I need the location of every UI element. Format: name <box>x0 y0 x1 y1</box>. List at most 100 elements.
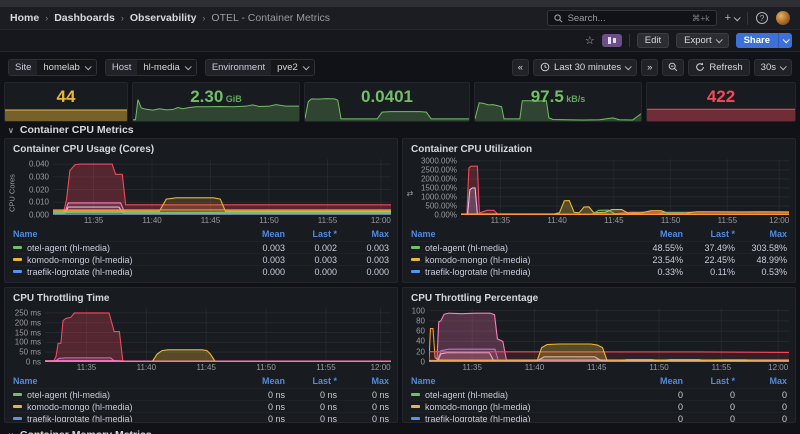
legend-value: 0.000 <box>233 267 285 277</box>
help-icon[interactable]: ? <box>756 12 768 24</box>
legend-series-name[interactable]: komodo-mongo (hl-media) <box>411 402 631 412</box>
legend-header[interactable]: Mean <box>631 376 683 386</box>
search-input[interactable]: Search... ⌘+k <box>547 10 717 26</box>
time-shift-forward-button[interactable]: » <box>641 59 658 76</box>
legend-header-name[interactable]: Name <box>411 229 631 239</box>
section-container-memory-metrics[interactable]: ∨ Container Memory Metrics <box>0 427 800 434</box>
filter-environment[interactable]: Environmentpve2 <box>205 59 315 76</box>
legend-value: 37.49% <box>683 243 735 253</box>
legend-series-name[interactable]: traefik-logrotate (hl-media) <box>411 267 631 277</box>
legend-series-name[interactable]: komodo-mongo (hl-media) <box>13 255 233 265</box>
panel-container-cpu-utilization: Container CPU Utilization⇄0.00%500.00%10… <box>402 138 796 283</box>
x-axis-ticks: 11:3511:4011:4511:5011:5512:00 <box>45 362 391 374</box>
stat-value: 44 <box>5 87 127 107</box>
breadcrumb-item[interactable]: Home <box>10 12 39 24</box>
panel-title[interactable]: Container CPU Usage (Cores) <box>5 139 397 159</box>
legend-header-name[interactable]: Name <box>411 376 631 386</box>
panel-container-cpu-usage: Container CPU Usage (Cores)CPU Cores 0.00… <box>4 138 398 283</box>
stat-panel[interactable]: 2.30 GiB <box>132 82 300 122</box>
legend-value: 0.003 <box>337 243 389 253</box>
legend-series-name[interactable]: traefik-logrotate (hl-media) <box>13 267 233 277</box>
stat-panel[interactable]: 44 <box>4 82 128 122</box>
legend-header[interactable]: Last * <box>285 376 337 386</box>
legend-series-name[interactable]: traefik-logrotate (hl-media) <box>411 414 631 423</box>
legend-header[interactable]: Max <box>337 376 389 386</box>
legend-value: 0.002 <box>285 243 337 253</box>
panel-title[interactable]: Container CPU Utilization <box>403 139 795 159</box>
series-color-swatch <box>13 246 22 249</box>
export-button[interactable]: Export <box>676 33 728 48</box>
stat-panel[interactable]: 422 <box>646 82 796 122</box>
legend-header[interactable]: Last * <box>285 229 337 239</box>
refresh-interval-picker[interactable]: 30s <box>754 59 792 76</box>
filter-value[interactable]: hl-media <box>137 60 195 75</box>
y-axis-label-icon[interactable]: ⇄ <box>405 159 415 227</box>
legend-value: 0 ns <box>337 390 389 400</box>
legend-series-name[interactable]: otel-agent (hl-media) <box>411 390 631 400</box>
stat-panel[interactable]: 0.0401 <box>304 82 470 122</box>
legend-series-name[interactable]: otel-agent (hl-media) <box>411 243 631 253</box>
legend-header-name[interactable]: Name <box>13 376 233 386</box>
filter-label: Site <box>9 60 37 75</box>
filter-site[interactable]: Sitehomelab <box>8 59 97 76</box>
series-color-swatch <box>13 405 22 408</box>
legend-header[interactable]: Mean <box>233 376 285 386</box>
legend-header[interactable]: Mean <box>631 229 683 239</box>
share-dropdown-button[interactable] <box>778 33 792 48</box>
legend-header[interactable]: Max <box>735 229 787 239</box>
breadcrumb-item[interactable]: Dashboards <box>54 12 115 24</box>
series-color-swatch <box>411 246 420 249</box>
legend-value: 0 ns <box>233 390 285 400</box>
legend-table: NameMeanLast *Maxotel-agent (hl-media)0 … <box>5 374 397 422</box>
time-range-picker[interactable]: Last 30 minutes <box>533 59 637 76</box>
zoom-out-icon <box>668 62 678 72</box>
breadcrumb-item[interactable]: Observability <box>130 12 197 24</box>
legend-header-name[interactable]: Name <box>13 229 233 239</box>
user-avatar[interactable] <box>776 11 790 25</box>
breadcrumb-item[interactable]: OTEL - Container Metrics <box>211 12 330 24</box>
time-series-plot[interactable] <box>45 308 391 362</box>
stat-panel[interactable]: 97.5 kB/s <box>474 82 642 122</box>
panel-title[interactable]: CPU Throttling Time <box>5 288 397 308</box>
y-axis-ticks: 020406080100 <box>405 308 429 362</box>
series-color-swatch <box>13 270 22 273</box>
legend-series-name[interactable]: otel-agent (hl-media) <box>13 390 233 400</box>
filter-host[interactable]: Hosthl-media <box>105 59 197 76</box>
scenes-toggle-button[interactable] <box>602 34 622 47</box>
edit-button[interactable]: Edit <box>637 33 669 48</box>
top-navbar: Home›Dashboards›Observability›OTEL - Con… <box>0 7 800 30</box>
star-icon[interactable]: ☆ <box>585 34 595 47</box>
breadcrumb-separator: › <box>45 13 48 23</box>
zoom-out-button[interactable] <box>662 59 684 76</box>
y-axis-ticks: 0.00%500.00%1000.00%1500.00%2000.00%2500… <box>415 159 461 215</box>
refresh-button[interactable]: Refresh <box>688 59 749 76</box>
time-series-plot[interactable] <box>429 308 789 362</box>
filter-bar: Sitehomelab Hosthl-media Environmentpve2 «… <box>0 52 800 82</box>
filter-value[interactable]: homelab <box>37 60 95 75</box>
legend-series-name[interactable]: traefik-logrotate (hl-media) <box>13 414 233 423</box>
time-series-plot[interactable] <box>53 159 391 215</box>
share-button[interactable]: Share <box>736 33 778 48</box>
y-axis-label: CPU Cores <box>7 159 17 227</box>
legend-header[interactable]: Max <box>337 229 389 239</box>
filter-value[interactable]: pve2 <box>271 60 314 75</box>
section-container-cpu-metrics[interactable]: ∨ Container CPU Metrics <box>0 122 800 138</box>
time-series-plot[interactable] <box>461 159 789 215</box>
series-color-swatch <box>411 258 420 261</box>
legend-series-name[interactable]: komodo-mongo (hl-media) <box>13 402 233 412</box>
legend-series-name[interactable]: komodo-mongo (hl-media) <box>411 255 631 265</box>
legend-series-name[interactable]: otel-agent (hl-media) <box>13 243 233 253</box>
legend-header[interactable]: Max <box>735 376 787 386</box>
legend-value: 0.003 <box>233 243 285 253</box>
legend-header[interactable]: Mean <box>233 229 285 239</box>
series-color-swatch <box>13 417 22 420</box>
panel-title[interactable]: CPU Throttling Percentage <box>403 288 795 308</box>
legend-value: 0 ns <box>285 414 337 423</box>
time-shift-back-button[interactable]: « <box>512 59 529 76</box>
legend-value: 0 ns <box>285 390 337 400</box>
legend-header[interactable]: Last * <box>683 376 735 386</box>
add-new-button[interactable]: + <box>725 12 739 24</box>
filter-label: Host <box>106 60 138 75</box>
legend-header[interactable]: Last * <box>683 229 735 239</box>
legend-value: 0.53% <box>735 267 787 277</box>
